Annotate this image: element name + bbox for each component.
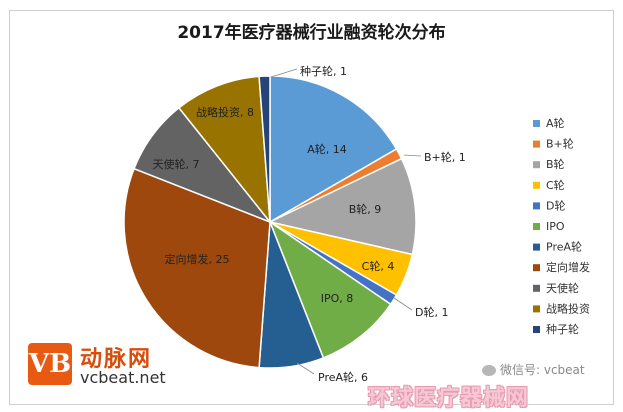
leader-line-4: [393, 297, 413, 311]
pie-slice-5: [268, 220, 392, 359]
legend-label-6: PreA轮: [546, 240, 582, 254]
data-label-1: B+轮, 1: [424, 150, 466, 164]
pie-slice-2: [267, 157, 417, 256]
pie-slice-0: [269, 75, 398, 224]
wechat-id: 微信号: vcbeat: [482, 361, 585, 378]
leader-line-1: [403, 154, 422, 157]
legend-swatch-5: [533, 223, 540, 230]
legend-label-2: B轮: [546, 157, 565, 171]
pie-slice-10: [258, 75, 271, 223]
leader-line-10: [270, 68, 298, 78]
legend-swatch-1: [533, 140, 540, 148]
data-label-0: A轮, 14: [307, 142, 347, 156]
legend-label-8: 天使轮: [546, 281, 579, 295]
legend-swatch-7: [533, 264, 540, 272]
data-label-5: IPO, 8: [321, 292, 354, 305]
chart-title: 2017年医疗器械行业融资轮次分布: [177, 23, 446, 43]
legend-swatch-8: [533, 284, 540, 292]
vcbeat-logo: VB 动脉网 vcbeat.net: [28, 341, 188, 389]
wechat-label: 微信号: vcbeat: [500, 363, 585, 377]
pie-slice-9: [177, 75, 271, 225]
logo-mark-icon: VB: [28, 343, 72, 385]
data-label-8: 天使轮, 7: [153, 157, 200, 171]
legend-label-4: D轮: [546, 198, 565, 212]
leader-line-6: [296, 362, 315, 375]
data-label-9: 战略投资, 8: [196, 105, 254, 119]
legend-swatch-6: [533, 243, 540, 251]
data-label-4: D轮, 1: [415, 305, 448, 319]
data-label-3: C轮, 4: [362, 259, 395, 273]
data-label-6: PreA轮, 6: [318, 370, 368, 384]
logo-name-cn: 动脉网: [80, 347, 153, 372]
data-label-7: 定向增发, 25: [165, 252, 230, 266]
legend-label-10: 种子轮: [546, 322, 579, 336]
legend-label-0: A轮: [546, 116, 565, 130]
legend-label-9: 战略投资: [546, 301, 590, 315]
legend-swatch-0: [533, 120, 540, 127]
data-label-10: 种子轮, 1: [300, 64, 347, 78]
wechat-icon: [482, 365, 496, 376]
legend-swatch-3: [533, 181, 540, 189]
legend-swatch-9: [533, 305, 540, 313]
watermark-text: 环球医疗器械网: [368, 386, 530, 411]
pie-slice-7: [123, 167, 271, 369]
legend-swatch-4: [533, 202, 540, 210]
legend-label-7: 定向增发: [546, 260, 590, 274]
legend-swatch-10: [533, 326, 540, 333]
data-label-2: B轮, 9: [349, 202, 382, 216]
legend-label-3: C轮: [546, 178, 565, 192]
legend-label-5: IPO: [546, 220, 565, 233]
legend-label-1: B+轮: [546, 137, 574, 151]
legend-swatch-2: [533, 161, 540, 169]
logo-name-en: vcbeat.net: [80, 368, 166, 387]
